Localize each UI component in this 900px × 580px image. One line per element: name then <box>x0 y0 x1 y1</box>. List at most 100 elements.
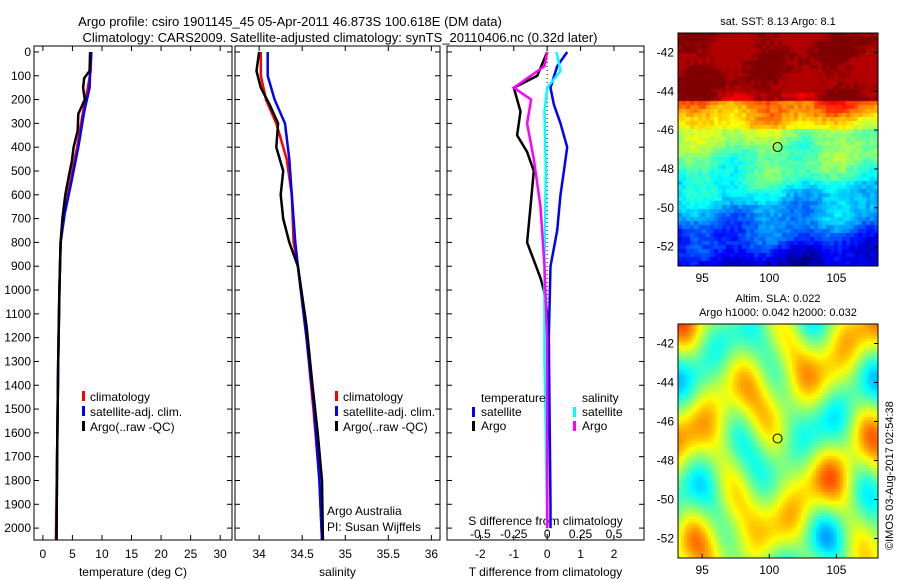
temperature-series-argo-raw-qc- <box>55 51 92 541</box>
sst-map-argo-position-marker <box>772 142 783 153</box>
temperature-xtick-label: 0 <box>40 547 47 561</box>
salinity-xtick-label: 34 <box>252 547 266 561</box>
legend-header-temperature: temperature <box>481 391 546 405</box>
s-diff-tick-label: -0.25 <box>500 527 528 541</box>
sla-map-ytick-label: -48 <box>657 454 675 468</box>
sla-map-xtick-label: 105 <box>826 563 846 577</box>
diff-legend-label: satellite <box>481 405 522 419</box>
diff-legend-swatch <box>472 421 475 431</box>
sla-map-ytick-label: -44 <box>657 376 675 390</box>
sla-map-ytick-label: -50 <box>657 493 675 507</box>
temperature-axes-box <box>33 45 233 541</box>
salinity-legend-label: satellite-adj. clim. <box>343 405 435 419</box>
salinity-xlabel: salinity <box>319 565 356 579</box>
s-diff-tick-label: 0 <box>544 527 551 541</box>
salinity-xtick-label: 35.5 <box>377 547 401 561</box>
differences-axes-box <box>446 45 645 541</box>
sst-map-xtick-label: 100 <box>759 271 779 285</box>
salinity-legend-label: Argo(..raw -QC) <box>343 420 428 434</box>
temperature-legend-swatch <box>82 406 85 416</box>
annotation-line-2: PI: Susan Wijffels <box>327 520 421 534</box>
salinity-xtick-label: 34.5 <box>291 547 315 561</box>
sst-map-image <box>678 33 878 266</box>
sla-map-frame <box>677 323 879 559</box>
diff-legend-label: Argo <box>481 419 507 433</box>
sla-map-argo-position-marker <box>772 433 783 444</box>
diff-legend-swatch <box>573 421 576 431</box>
sla-map-ytick-label: -42 <box>657 337 675 351</box>
depth-tick-label: 800 <box>11 235 31 249</box>
temperature-xtick-label: 30 <box>213 547 227 561</box>
sst-map-xtick-label: 105 <box>826 271 846 285</box>
sla-map-ytick-label: -52 <box>657 532 675 546</box>
salinity-legend-swatch <box>335 406 338 416</box>
depth-tick-label: 1200 <box>4 331 31 345</box>
timestamp-label: ©IMOS 03-Aug-2017 02:54:38 <box>884 401 896 550</box>
temperature-xtick-label: 15 <box>125 547 139 561</box>
temperature-legend-label: climatology <box>90 390 150 404</box>
title-line-2: Climatology: CARS2009. Satellite-adjuste… <box>83 30 598 45</box>
depth-tick-label: 0 <box>24 45 31 59</box>
differences-xtick-label: -2 <box>475 547 486 561</box>
s-diff-tick-label: -0.5 <box>470 527 491 541</box>
differences-xtick-label: 2 <box>611 547 618 561</box>
differences-series-t-satellite <box>547 51 569 529</box>
diff-legend-label: Argo <box>582 419 608 433</box>
diff-legend-swatch <box>472 407 475 417</box>
diff-legend-swatch <box>573 407 576 417</box>
temperature-series-satellite-adj-clim- <box>55 51 93 541</box>
temperature-series-climatology <box>54 51 93 541</box>
depth-tick-label: 1000 <box>4 283 31 297</box>
depth-tick-label: 500 <box>11 164 31 178</box>
depth-tick-label: 1600 <box>4 426 31 440</box>
depth-tick-label: 200 <box>11 93 31 107</box>
temperature-legend-swatch <box>82 421 85 431</box>
depth-tick-label: 600 <box>11 188 31 202</box>
title-line-1: Argo profile: csiro 1901145_45 05-Apr-20… <box>78 14 502 29</box>
s-diff-tick-label: 0.25 <box>569 527 593 541</box>
sla-map-title-1: Altim. SLA: 0.022 <box>736 293 821 305</box>
differences-xtick-label: 0 <box>544 547 551 561</box>
sla-map-image <box>678 324 878 558</box>
depth-tick-label: 1500 <box>4 402 31 416</box>
salinity-series-argo-raw-qc- <box>255 51 325 541</box>
temperature-legend-label: Argo(..raw -QC) <box>90 420 175 434</box>
temperature-xtick-label: 10 <box>95 547 109 561</box>
depth-tick-label: 100 <box>11 69 31 83</box>
depth-tick-label: 400 <box>11 140 31 154</box>
depth-tick-label: 900 <box>11 259 31 273</box>
differences-xlabel: T difference from climatology <box>469 565 623 579</box>
sst-map-xtick-label: 95 <box>695 271 709 285</box>
temperature-xtick-label: 20 <box>154 547 168 561</box>
sla-map-title-2: Argo h1000: 0.042 h2000: 0.032 <box>699 307 857 319</box>
salinity-legend-swatch <box>335 391 338 401</box>
differences-xtick-label: 1 <box>577 547 584 561</box>
salinity-axes-box <box>234 45 441 541</box>
salinity-series-climatology <box>259 52 324 541</box>
depth-tick-label: 1900 <box>4 497 31 511</box>
sst-map-ytick-label: -44 <box>657 84 675 98</box>
temperature-legend-swatch <box>82 391 85 401</box>
depth-tick-label: 2000 <box>4 521 31 535</box>
sst-map-ytick-label: -46 <box>657 123 675 137</box>
sla-map-xtick-label: 100 <box>759 563 779 577</box>
sst-map-ytick-label: -48 <box>657 162 675 176</box>
depth-tick-label: 1800 <box>4 473 31 487</box>
differences-series-s-argo <box>511 51 549 529</box>
sst-map-frame <box>677 32 879 267</box>
temperature-xtick-label: 25 <box>184 547 198 561</box>
depth-tick-label: 300 <box>11 116 31 130</box>
depth-tick-label: 1300 <box>4 354 31 368</box>
depth-tick-label: 700 <box>11 212 31 226</box>
sst-map-ytick-label: -42 <box>657 45 675 59</box>
annotation-line-1: Argo Australia <box>327 504 402 518</box>
depth-tick-label: 1400 <box>4 378 31 392</box>
differences-series-s-satellite <box>543 51 562 529</box>
s-diff-tick-label: 0.5 <box>606 527 623 541</box>
sst-map-title: sat. SST: 8.13 Argo: 8.1 <box>720 16 836 28</box>
sst-map-ytick-label: -52 <box>657 240 675 254</box>
depth-tick-label: 1700 <box>4 450 31 464</box>
legend-header-salinity: salinity <box>582 391 619 405</box>
